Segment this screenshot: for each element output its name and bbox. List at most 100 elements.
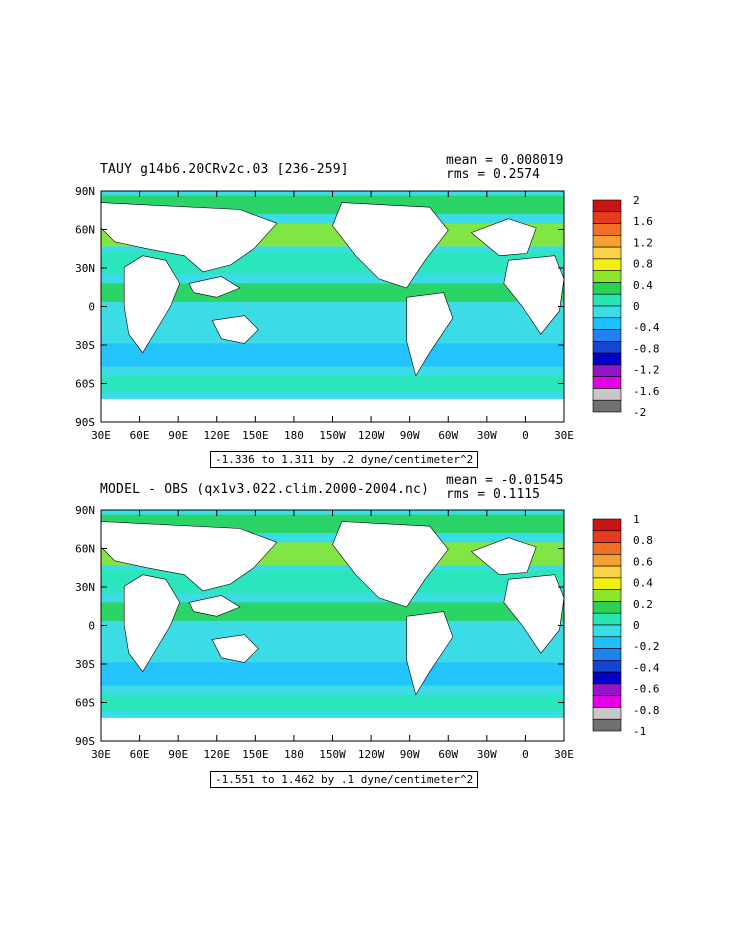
colorbar-swatch bbox=[592, 530, 622, 543]
colorbar-swatch bbox=[592, 660, 622, 673]
colorbar-swatch bbox=[592, 565, 622, 579]
colorbar-swatch bbox=[592, 636, 622, 649]
x-tick-label: 90E bbox=[168, 748, 188, 761]
colorbar-label: 0.4 bbox=[633, 279, 653, 292]
colorbar-label: 1.6 bbox=[633, 215, 653, 228]
rms-label: rms = 0.1115 bbox=[446, 487, 540, 502]
x-tick-label: 0 bbox=[522, 429, 529, 442]
colorbar-label: -0.6 bbox=[633, 683, 660, 696]
land-mask bbox=[188, 276, 241, 298]
x-tick-label: 30W bbox=[477, 748, 497, 761]
land-mask bbox=[211, 634, 259, 663]
colorbar-swatch bbox=[592, 683, 622, 696]
x-tick-label: 120W bbox=[358, 748, 385, 761]
colorbar-swatch bbox=[592, 577, 622, 590]
colorbar-label: -0.2 bbox=[633, 640, 660, 653]
rms-label: rms = 0.2574 bbox=[446, 167, 540, 182]
colorbar-swatch bbox=[592, 542, 622, 555]
colorbar-swatch bbox=[592, 612, 622, 626]
colorbar-label: 2 bbox=[633, 194, 640, 207]
colorbar-label: -0.8 bbox=[633, 342, 660, 355]
colorbar-label: 0.6 bbox=[633, 555, 653, 568]
chart-title: TAUY g14b6.20CRv2c.03 [236-259] bbox=[100, 162, 349, 177]
x-tick-label: 60W bbox=[438, 748, 458, 761]
colorbar-swatch bbox=[592, 648, 622, 661]
chart-title: MODEL - OBS (qx1v3.022.clim.2000-2004.nc… bbox=[100, 482, 430, 497]
colorbar-swatch bbox=[592, 695, 622, 708]
stats-block: mean = -0.01545 rms = 0.1115 bbox=[446, 474, 563, 502]
land-mask bbox=[100, 202, 278, 273]
y-tick-label: 0 bbox=[88, 301, 95, 314]
colorbar-label: 0.8 bbox=[633, 258, 653, 271]
land-mask bbox=[100, 521, 278, 592]
field-band bbox=[101, 694, 564, 711]
land-mask bbox=[211, 315, 259, 344]
x-tick-label: 30E bbox=[91, 748, 111, 761]
colorbar-label: 0.2 bbox=[633, 598, 653, 611]
colorbar-swatch bbox=[592, 671, 622, 685]
x-tick-label: 90W bbox=[400, 748, 420, 761]
land-mask bbox=[406, 292, 454, 377]
field-band bbox=[101, 630, 564, 654]
y-tick-label: 0 bbox=[88, 620, 95, 633]
colorbar-swatch bbox=[592, 718, 622, 732]
land-mask bbox=[503, 574, 565, 654]
y-tick-label: 30S bbox=[75, 339, 95, 352]
x-tick-label: 60W bbox=[438, 429, 458, 442]
x-tick-label: 60E bbox=[130, 429, 150, 442]
y-tick-label: 60N bbox=[75, 224, 95, 237]
colorbar-swatch bbox=[592, 601, 622, 614]
colorbar-label: -2 bbox=[633, 406, 646, 419]
x-tick-label: 30W bbox=[477, 429, 497, 442]
stats-block: mean = 0.008019 rms = 0.2574 bbox=[446, 154, 563, 182]
colorbar-swatch bbox=[592, 399, 622, 413]
field-band bbox=[101, 343, 564, 367]
y-tick-label: 90S bbox=[75, 735, 95, 748]
colorbar-label: 0 bbox=[633, 619, 640, 632]
land-mask bbox=[332, 202, 449, 289]
colorbar-swatch bbox=[592, 518, 622, 532]
colorbar-label: -0.8 bbox=[633, 704, 660, 717]
field-band bbox=[101, 375, 564, 392]
map-plot: 30E 60E 90E 120E 150E 180 150W 120W 90W 60W 30W 0 30… bbox=[75, 185, 660, 442]
land-mask bbox=[188, 595, 241, 617]
colorbar-swatch bbox=[592, 589, 622, 602]
y-tick-label: 60S bbox=[75, 378, 95, 391]
y-tick-label: 90N bbox=[75, 504, 95, 517]
mean-label: mean = 0.008019 bbox=[446, 153, 564, 168]
colorbar-swatch bbox=[592, 707, 622, 720]
x-tick-label: 180 bbox=[284, 748, 304, 761]
y-tick-label: 90S bbox=[75, 416, 95, 429]
mean-label: mean = -0.01545 bbox=[446, 473, 564, 488]
x-tick-label: 90E bbox=[168, 429, 188, 442]
x-tick-label: 150W bbox=[319, 429, 346, 442]
panel-tauy: TAUY g14b6.20CRv2c.03 [236-259] mean = 0… bbox=[0, 0, 733, 470]
contour-range-label: -1.336 to 1.311 by .2 dyne/centimeter^2 bbox=[210, 451, 479, 468]
x-tick-label: 120E bbox=[204, 429, 231, 442]
colorbar-label: -1.6 bbox=[633, 385, 660, 398]
land-mask bbox=[503, 255, 565, 335]
colorbar-label: 0.8 bbox=[633, 534, 653, 547]
y-tick-label: 30S bbox=[75, 658, 95, 671]
colorbar-swatch bbox=[592, 624, 622, 638]
colorbar-label: -0.4 bbox=[633, 321, 660, 334]
colorbar-label: -1 bbox=[633, 725, 646, 738]
x-tick-label: 150E bbox=[242, 429, 269, 442]
colorbar-label: 0 bbox=[633, 300, 640, 313]
x-tick-label: 120E bbox=[204, 748, 231, 761]
x-tick-label: 120W bbox=[358, 429, 385, 442]
x-tick-label: 30E bbox=[554, 429, 574, 442]
land-mask bbox=[406, 611, 454, 696]
x-tick-label: 150W bbox=[319, 748, 346, 761]
land-mask bbox=[470, 537, 537, 576]
y-tick-label: 30N bbox=[75, 581, 95, 594]
y-tick-label: 90N bbox=[75, 185, 95, 198]
land-mask bbox=[123, 255, 181, 354]
field-band bbox=[101, 662, 564, 686]
colorbar-label: -0.4 bbox=[633, 661, 660, 674]
x-tick-label: 180 bbox=[284, 429, 304, 442]
colorbar-label: -1.2 bbox=[633, 364, 660, 377]
x-tick-label: 0 bbox=[522, 748, 529, 761]
